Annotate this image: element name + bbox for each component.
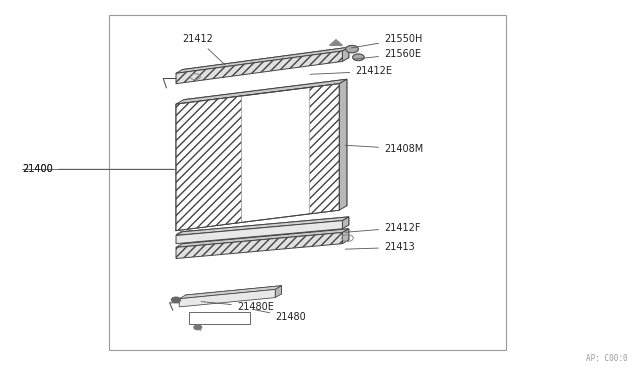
Polygon shape [310, 84, 339, 214]
Polygon shape [179, 286, 282, 299]
Text: 21412F: 21412F [345, 223, 420, 232]
Polygon shape [342, 47, 349, 61]
Bar [109, 15, 506, 350]
Polygon shape [176, 51, 342, 84]
Text: 21408M: 21408M [345, 144, 423, 154]
Polygon shape [176, 220, 348, 234]
Circle shape [172, 297, 180, 302]
Polygon shape [330, 40, 342, 45]
Polygon shape [339, 79, 347, 210]
Circle shape [194, 325, 202, 330]
Text: 21400: 21400 [22, 164, 173, 174]
Polygon shape [342, 229, 349, 244]
Polygon shape [179, 289, 275, 307]
Text: 21413: 21413 [345, 243, 415, 252]
Bar [189, 312, 250, 324]
Polygon shape [342, 217, 349, 229]
Polygon shape [176, 217, 349, 235]
Polygon shape [275, 286, 282, 298]
Circle shape [353, 54, 364, 61]
Text: 21400: 21400 [22, 164, 53, 174]
Polygon shape [184, 79, 347, 226]
Text: AP: C00:0: AP: C00:0 [586, 354, 627, 363]
Polygon shape [176, 232, 342, 259]
Text: 21480: 21480 [252, 309, 306, 322]
Polygon shape [182, 229, 349, 255]
Text: 21412: 21412 [182, 34, 225, 65]
Text: 21550H: 21550H [351, 34, 422, 48]
Text: 21560E: 21560E [353, 49, 421, 59]
Polygon shape [176, 229, 349, 247]
Polygon shape [176, 84, 339, 231]
Polygon shape [176, 79, 347, 104]
Circle shape [346, 45, 358, 53]
Text: 21412E: 21412E [310, 67, 392, 76]
Text: 21480E: 21480E [201, 302, 274, 312]
Polygon shape [186, 286, 282, 303]
Polygon shape [176, 221, 342, 244]
Polygon shape [176, 47, 349, 73]
Polygon shape [182, 47, 349, 80]
Polygon shape [176, 96, 241, 231]
Polygon shape [182, 217, 349, 240]
